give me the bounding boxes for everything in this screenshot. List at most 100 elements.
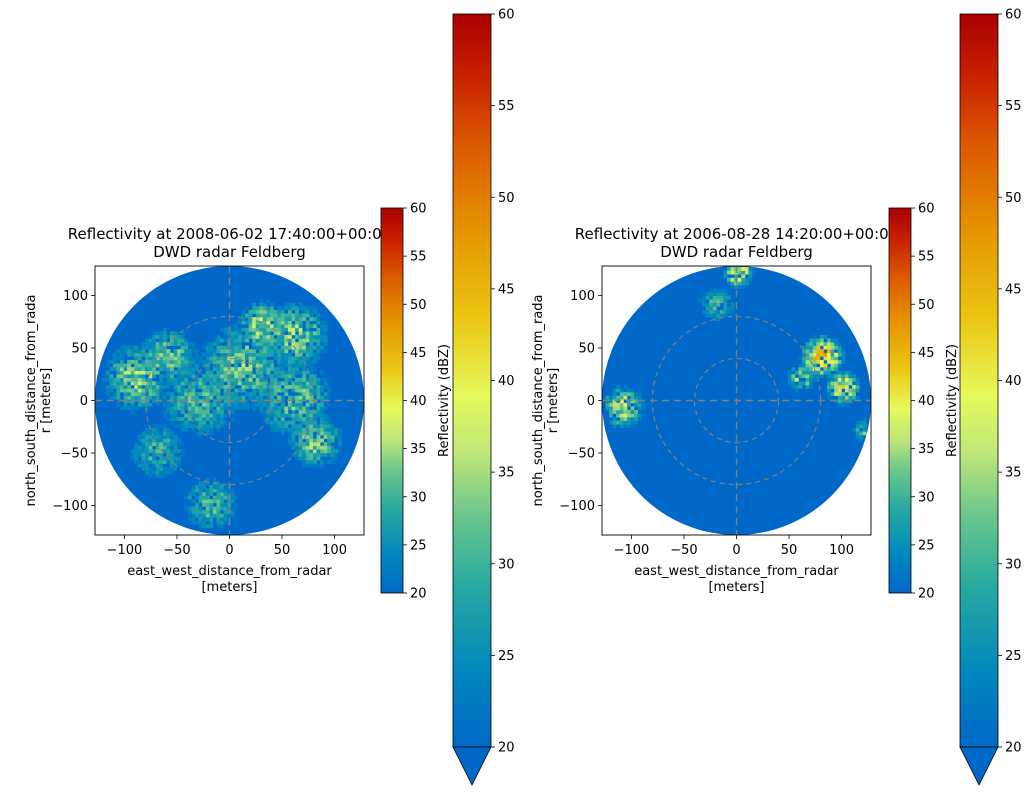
reflectivity-cell (791, 374, 796, 379)
reflectivity-cell (141, 431, 146, 436)
reflectivity-cell (716, 299, 721, 304)
reflectivity-cell (812, 342, 817, 346)
reflectivity-cell (280, 352, 285, 357)
reflectivity-cell (241, 359, 246, 364)
colorbar-tick-label: 60 (918, 202, 935, 217)
reflectivity-cell (809, 370, 814, 375)
reflectivity-cell (855, 384, 860, 389)
reflectivity-cell (309, 445, 314, 450)
reflectivity-cell (291, 420, 296, 425)
reflectivity-cell (280, 331, 285, 336)
reflectivity-cell (270, 413, 274, 418)
reflectivity-cell (212, 349, 217, 354)
reflectivity-cell (130, 395, 135, 400)
reflectivity-cell (273, 406, 278, 411)
reflectivity-cell (159, 438, 164, 443)
reflectivity-cell (787, 370, 792, 375)
y-tick-label: 100 (63, 289, 88, 304)
reflectivity-cell (273, 427, 278, 432)
reflectivity-cell (837, 395, 842, 400)
reflectivity-cell (320, 413, 324, 418)
reflectivity-cell (173, 352, 178, 357)
reflectivity-cell (295, 399, 299, 404)
reflectivity-cell (148, 427, 153, 432)
reflectivity-cell (223, 374, 228, 379)
reflectivity-cell (327, 395, 332, 400)
reflectivity-cell (262, 352, 267, 357)
reflectivity-cell (262, 392, 267, 396)
reflectivity-cell (191, 349, 196, 354)
reflectivity-cell (295, 445, 299, 450)
reflectivity-cell (705, 309, 710, 314)
reflectivity-cell (184, 424, 189, 429)
reflectivity-cell (127, 370, 132, 375)
reflectivity-cell (245, 327, 249, 332)
reflectivity-cell (116, 377, 121, 382)
reflectivity-cell (202, 402, 207, 407)
reflectivity-cell (298, 449, 303, 454)
reflectivity-cell (152, 338, 157, 343)
colorbar-tick-label: 50 (1005, 191, 1022, 206)
reflectivity-cell (155, 331, 160, 336)
reflectivity-cell (266, 309, 271, 314)
reflectivity-cell (262, 356, 267, 361)
reflectivity-cell (302, 367, 307, 371)
y-tick-label: 50 (578, 341, 595, 356)
reflectivity-cell (630, 392, 635, 396)
reflectivity-cell (237, 320, 242, 325)
reflectivity-cell (262, 324, 267, 329)
reflectivity-cell (716, 317, 721, 321)
reflectivity-cell (812, 363, 817, 368)
reflectivity-cell (209, 513, 214, 518)
reflectivity-cell (305, 334, 310, 339)
reflectivity-cell (159, 374, 164, 379)
reflectivity-cell (802, 370, 806, 375)
reflectivity-cell (273, 352, 278, 357)
reflectivity-cell (834, 367, 839, 371)
reflectivity-cell (209, 420, 214, 425)
reflectivity-cell (302, 442, 307, 446)
reflectivity-cell (280, 399, 285, 404)
reflectivity-cell (634, 417, 639, 421)
reflectivity-cell (270, 388, 274, 393)
reflectivity-cell (159, 377, 164, 382)
reflectivity-cell (848, 377, 853, 382)
reflectivity-cell (159, 452, 164, 457)
reflectivity-cell (223, 327, 228, 332)
reflectivity-cell (841, 370, 846, 375)
reflectivity-cell (327, 424, 332, 429)
reflectivity-cell (805, 367, 810, 371)
reflectivity-cell (309, 402, 314, 407)
reflectivity-cell (141, 363, 146, 368)
reflectivity-cell (255, 345, 260, 350)
reflectivity-cell (295, 334, 299, 339)
reflectivity-cell (791, 384, 796, 389)
reflectivity-cell (252, 363, 257, 368)
reflectivity-cell (312, 356, 317, 361)
reflectivity-cell (177, 406, 182, 411)
reflectivity-cell (152, 374, 157, 379)
reflectivity-cell (284, 317, 289, 321)
reflectivity-cell (112, 367, 117, 371)
reflectivity-cell (259, 384, 264, 389)
reflectivity-cell (145, 402, 149, 407)
reflectivity-cell (302, 456, 307, 461)
reflectivity-cell (262, 342, 267, 346)
reflectivity-cell (141, 445, 146, 450)
reflectivity-cell (195, 413, 199, 418)
reflectivity-cell (202, 509, 207, 514)
reflectivity-cell (234, 367, 239, 371)
reflectivity-cell (287, 345, 292, 350)
reflectivity-cell (862, 431, 867, 436)
reflectivity-cell (827, 388, 831, 393)
reflectivity-cell (241, 374, 246, 379)
colorbar-tick-label: 35 (410, 442, 427, 457)
reflectivity-cell (252, 381, 257, 386)
reflectivity-cell (162, 438, 167, 443)
reflectivity-cell (305, 384, 310, 389)
reflectivity-cell (145, 356, 149, 361)
reflectivity-cell (248, 370, 253, 375)
reflectivity-cell (859, 438, 864, 443)
reflectivity-cell (180, 345, 185, 350)
reflectivity-cell (266, 345, 271, 350)
